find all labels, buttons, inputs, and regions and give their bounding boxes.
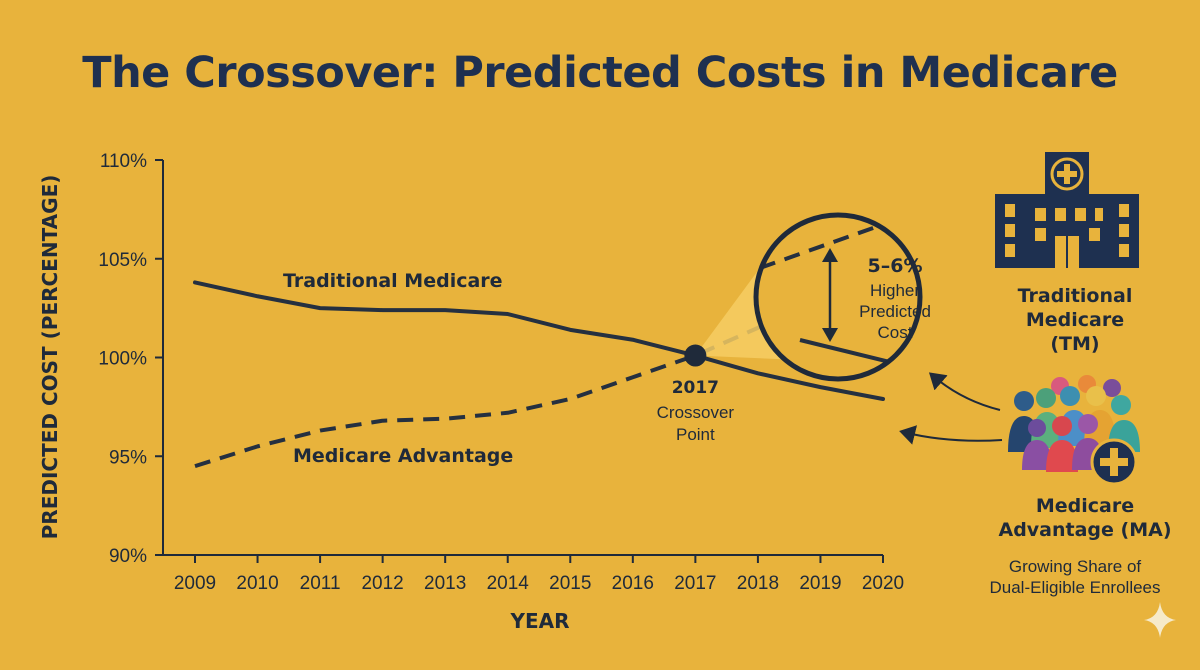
series-labels: Traditional Medicare Medicare Advantage xyxy=(283,270,513,467)
lens-tm-line xyxy=(799,338,891,364)
x-tick-label: 2012 xyxy=(361,573,403,594)
series-line-medicare-advantage xyxy=(194,260,884,469)
series-line-traditional-medicare xyxy=(193,280,885,401)
y-tick-label: 90% xyxy=(109,546,147,567)
ma-label-line-1: Medicare xyxy=(1035,495,1135,517)
tm-label-line-1: Traditional xyxy=(1017,285,1133,307)
ma-subtitle: Growing Share of Dual-Eligible Enrollees xyxy=(965,556,1185,598)
axes: PREDICTED COST (PERCENTAGE) YEAR xyxy=(38,160,883,633)
series-label-traditional-medicare: Traditional Medicare xyxy=(283,270,503,292)
y-axis-ticks: 90% 95% 100% 105% 110% xyxy=(98,151,163,567)
hospital-icon xyxy=(995,152,1139,268)
gap-arrow-up xyxy=(822,248,838,262)
gap-caption: Higher xyxy=(870,281,920,300)
crossover-caption: Point xyxy=(676,425,715,444)
people-group-icon xyxy=(1008,375,1140,472)
lens-content xyxy=(759,220,891,364)
page-title: The Crossover: Predicted Costs in Medica… xyxy=(82,48,1118,98)
x-tick-label: 2014 xyxy=(487,573,530,594)
arrow-to-tm xyxy=(928,372,1001,411)
plus-badge-icon xyxy=(1090,438,1138,486)
x-tick-label: 2013 xyxy=(424,573,466,594)
x-tick-label: 2010 xyxy=(236,573,278,594)
gap-caption: Predicted xyxy=(859,302,931,321)
x-tick-label: 2019 xyxy=(799,573,841,594)
crossover-year: 2017 xyxy=(672,378,719,398)
y-axis-title: PREDICTED COST (PERCENTAGE) xyxy=(38,175,62,540)
lens-ring xyxy=(753,212,923,382)
x-tick-label: 2018 xyxy=(737,573,779,594)
y-tick-label: 110% xyxy=(100,151,147,172)
crossover-point xyxy=(684,344,707,367)
arrow-to-ma xyxy=(899,425,1003,445)
tm-legend-label: Traditional Medicare (TM) xyxy=(1000,284,1150,356)
crossover-caption: Crossover xyxy=(657,403,735,422)
lens-ma-line xyxy=(759,220,891,270)
gap-caption: Cost xyxy=(878,323,913,342)
magnifier: 5–6% Higher Predicted Cost xyxy=(695,212,931,382)
x-axis-ticks: 2009 2010 2011 2012 2013 2014 2015 2016 2017 2018… xyxy=(174,555,904,594)
series-label-medicare-advantage: Medicare Advantage xyxy=(293,445,513,467)
gap-percent: 5–6% xyxy=(868,255,923,277)
series-lines xyxy=(193,260,885,469)
x-tick-label: 2016 xyxy=(612,573,654,594)
ma-sub-line-2: Dual-Eligible Enrollees xyxy=(989,578,1161,597)
y-tick-label: 95% xyxy=(109,447,147,468)
sparkle-icon xyxy=(1144,602,1176,638)
y-tick-label: 100% xyxy=(98,349,147,370)
x-tick-label: 2017 xyxy=(674,573,716,594)
crossover-annotation: 2017 Crossover Point xyxy=(657,344,735,444)
ma-sub-line-1: Growing Share of xyxy=(1008,557,1142,576)
y-tick-label: 105% xyxy=(98,250,147,271)
x-tick-label: 2011 xyxy=(300,573,341,594)
gap-arrow-down xyxy=(822,328,838,342)
ma-legend-label: Medicare Advantage (MA) xyxy=(985,494,1185,542)
ma-label-line-2: Advantage (MA) xyxy=(998,519,1172,541)
x-axis-title: YEAR xyxy=(509,609,569,633)
enrollment-arrows xyxy=(899,372,1003,445)
x-tick-label: 2020 xyxy=(862,573,904,594)
x-tick-label: 2015 xyxy=(549,573,591,594)
tm-label-line-2: Medicare (TM) xyxy=(1025,309,1125,355)
x-tick-label: 2009 xyxy=(174,573,216,594)
